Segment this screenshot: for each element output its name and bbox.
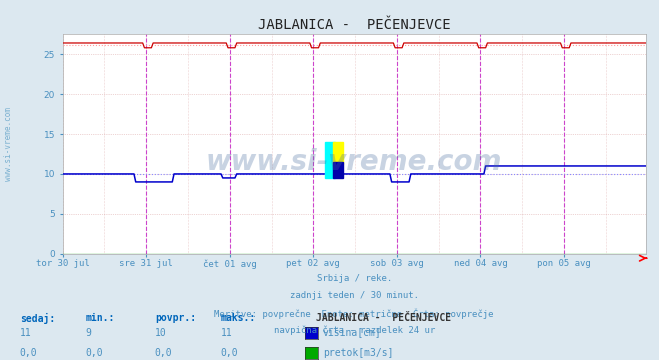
Text: Srbija / reke.: Srbija / reke. bbox=[316, 274, 392, 283]
Text: pretok[m3/s]: pretok[m3/s] bbox=[323, 348, 393, 358]
Text: www.si-vreme.com: www.si-vreme.com bbox=[206, 148, 502, 176]
Text: 0,0: 0,0 bbox=[20, 348, 38, 358]
Text: Meritve: povprečne  Enote: metrične  Črta: povprečje: Meritve: povprečne Enote: metrične Črta:… bbox=[214, 308, 494, 319]
Text: 10: 10 bbox=[155, 328, 167, 338]
Text: zadnji teden / 30 minut.: zadnji teden / 30 minut. bbox=[290, 291, 418, 300]
Text: sedaj:: sedaj: bbox=[20, 313, 55, 324]
Text: 9: 9 bbox=[86, 328, 92, 338]
Bar bbox=[333, 162, 343, 178]
Title: JABLANICA -  PEČENJEVCE: JABLANICA - PEČENJEVCE bbox=[258, 18, 451, 32]
Text: 0,0: 0,0 bbox=[221, 348, 239, 358]
Text: 11: 11 bbox=[20, 328, 32, 338]
Bar bbox=[326, 142, 335, 178]
Text: 0,0: 0,0 bbox=[86, 348, 103, 358]
Text: 0,0: 0,0 bbox=[155, 348, 173, 358]
Text: JABLANICA -  PEČENJEVCE: JABLANICA - PEČENJEVCE bbox=[316, 313, 451, 323]
Text: povpr.:: povpr.: bbox=[155, 313, 196, 323]
Text: navpična črta - razdelek 24 ur: navpična črta - razdelek 24 ur bbox=[273, 325, 435, 335]
Bar bbox=[333, 142, 343, 163]
Text: 11: 11 bbox=[221, 328, 233, 338]
Text: višina[cm]: višina[cm] bbox=[323, 328, 382, 338]
Text: www.si-vreme.com: www.si-vreme.com bbox=[4, 107, 13, 181]
Text: min.:: min.: bbox=[86, 313, 115, 323]
Text: maks.:: maks.: bbox=[221, 313, 256, 323]
